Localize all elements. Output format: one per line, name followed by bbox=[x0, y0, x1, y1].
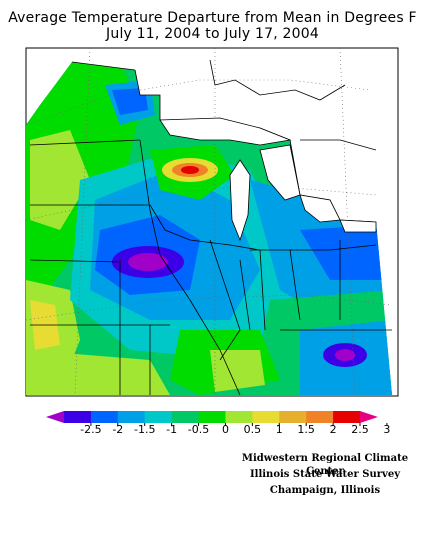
legend-swatch-3 bbox=[117, 411, 146, 423]
legend-swatch-9 bbox=[279, 411, 307, 423]
legend-swatch-1 bbox=[64, 411, 92, 423]
legend-swatch-4 bbox=[144, 411, 173, 423]
legend-tick-label: -1 bbox=[166, 423, 178, 436]
map-title-line2: July 11, 2004 to July 17, 2004 bbox=[106, 26, 319, 42]
legend-tick-label: -0.5 bbox=[187, 423, 210, 436]
legend-tick-label: -2.5 bbox=[80, 423, 102, 436]
legend-swatch-10 bbox=[306, 411, 334, 423]
legend-swatch-6 bbox=[198, 411, 226, 423]
graticule bbox=[25, 47, 393, 396]
legend-tick-label: -1.5 bbox=[133, 423, 156, 436]
great-lakes bbox=[159, 117, 377, 242]
legend-tick-label: -2 bbox=[112, 423, 124, 436]
credit-line1: Midwestern Regional Climate Center bbox=[241, 453, 409, 477]
legend-swatch-7 bbox=[225, 411, 253, 423]
legend-tick-label: 2 bbox=[329, 423, 337, 436]
credit-line3: Champaign, Illinois bbox=[269, 485, 381, 496]
legend-swatch-5 bbox=[171, 411, 200, 423]
legend-colorbar bbox=[46, 411, 388, 426]
legend-tick-label: 2.5 bbox=[351, 423, 369, 436]
legend-tick-label: 1.5 bbox=[297, 423, 315, 436]
legend-swatch-0 bbox=[46, 411, 64, 423]
legend-tick-label: 0 bbox=[221, 423, 229, 436]
legend-swatch-12 bbox=[360, 411, 378, 423]
map-title-line1: Average Temperature Departure from Mean … bbox=[8, 10, 417, 26]
legend-tick-label: 1 bbox=[275, 423, 283, 436]
legend-swatch-2 bbox=[90, 411, 119, 423]
legend-swatch-11 bbox=[333, 411, 361, 423]
legend-tick-label: 0.5 bbox=[243, 423, 262, 436]
legend-swatch-8 bbox=[252, 411, 280, 423]
credit-line2: Illinois State Water Survey bbox=[249, 469, 401, 480]
canada-border bbox=[209, 59, 377, 151]
legend-tick-label: 3 bbox=[383, 423, 391, 436]
